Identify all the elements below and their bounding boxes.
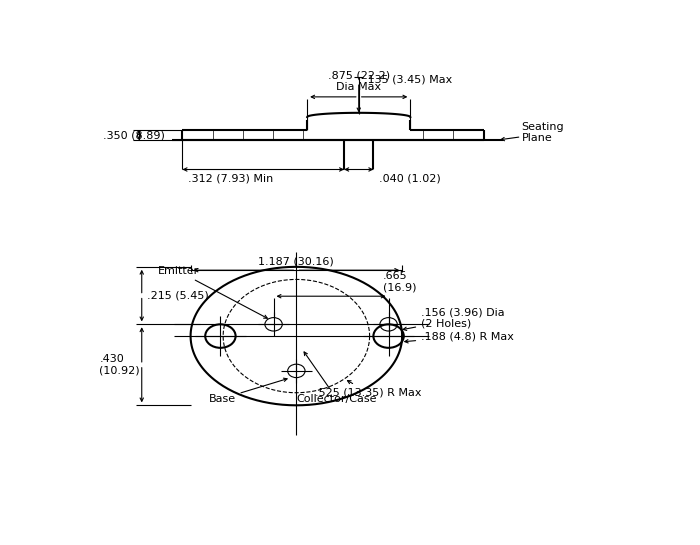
Text: .350 (8.89): .350 (8.89) xyxy=(103,130,164,140)
Text: .215 (5.45): .215 (5.45) xyxy=(147,290,209,301)
Text: .040 (1.02): .040 (1.02) xyxy=(379,173,440,183)
Text: Seating
Plane: Seating Plane xyxy=(522,122,564,143)
Text: .875 (22.2)
Dia Max: .875 (22.2) Dia Max xyxy=(328,70,390,92)
Text: .312 (7.93) Min: .312 (7.93) Min xyxy=(188,173,273,183)
Text: .188 (4.8) R Max: .188 (4.8) R Max xyxy=(405,331,514,343)
Text: .156 (3.96) Dia
(2 Holes): .156 (3.96) Dia (2 Holes) xyxy=(403,307,505,330)
Text: .135 (3.45) Max: .135 (3.45) Max xyxy=(364,75,452,84)
Text: .430
(10.92): .430 (10.92) xyxy=(99,354,140,376)
Text: Collector/Case: Collector/Case xyxy=(296,352,377,403)
Text: 1.187 (30.16): 1.187 (30.16) xyxy=(258,257,334,267)
Text: .525 (13.35) R Max: .525 (13.35) R Max xyxy=(315,380,422,398)
Text: Emitter: Emitter xyxy=(158,266,267,318)
Text: Base: Base xyxy=(209,378,287,403)
Text: .665
(16.9): .665 (16.9) xyxy=(383,271,416,293)
